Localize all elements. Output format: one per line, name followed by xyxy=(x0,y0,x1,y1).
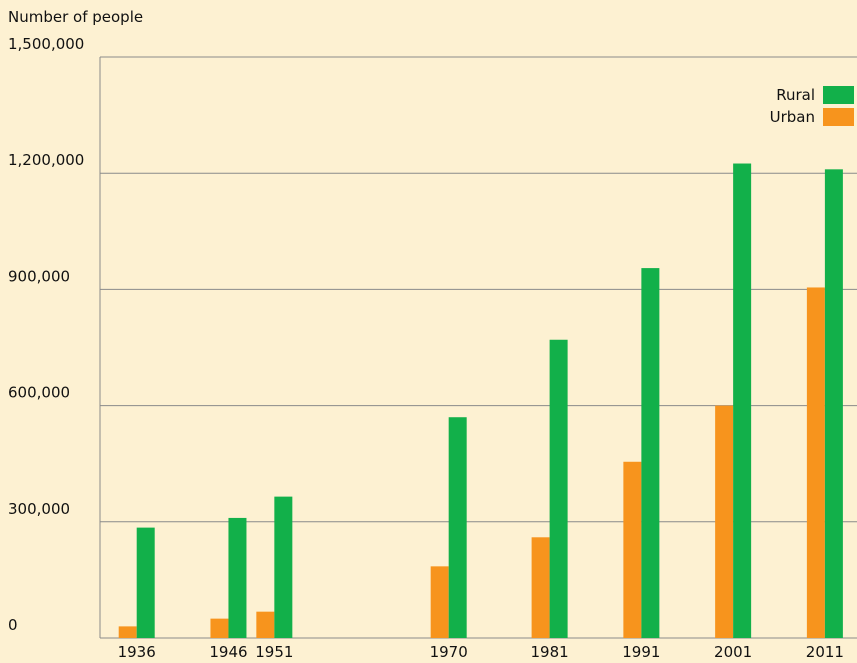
bar xyxy=(715,405,734,638)
y-tick-label: 300,000 xyxy=(8,500,70,518)
y-tick-label: 900,000 xyxy=(8,267,70,285)
y-axis-label: Number of people xyxy=(8,8,143,26)
bar xyxy=(274,496,293,638)
x-tick-label: 1951 xyxy=(255,643,293,661)
bar xyxy=(228,517,247,638)
x-tick-label: 1981 xyxy=(531,643,569,661)
y-tick-label: 0 xyxy=(8,616,18,634)
x-tick-label: 1970 xyxy=(430,643,468,661)
legend-label: Rural xyxy=(776,86,815,104)
x-tick-label: 1936 xyxy=(118,643,156,661)
bar xyxy=(430,566,449,638)
bar xyxy=(210,618,229,638)
bar xyxy=(824,169,843,638)
bar xyxy=(733,163,752,638)
bar xyxy=(136,527,155,638)
bar xyxy=(806,287,825,638)
bar xyxy=(641,268,660,638)
y-tick-label: 1,200,000 xyxy=(8,151,84,169)
bar xyxy=(448,417,467,638)
x-tick-label: 1991 xyxy=(622,643,660,661)
x-tick-label: 2001 xyxy=(714,643,752,661)
bar xyxy=(531,537,550,638)
legend-swatch xyxy=(823,108,854,126)
y-tick-label: 600,000 xyxy=(8,384,70,402)
bar xyxy=(549,339,568,638)
y-tick-label: 1,500,000 xyxy=(8,35,84,53)
legend-swatch xyxy=(823,86,854,104)
x-tick-label: 2011 xyxy=(806,643,844,661)
x-tick-label: 1946 xyxy=(209,643,247,661)
bar xyxy=(256,611,275,638)
bar xyxy=(118,626,137,638)
legend-label: Urban xyxy=(770,108,815,126)
bar xyxy=(623,461,642,638)
